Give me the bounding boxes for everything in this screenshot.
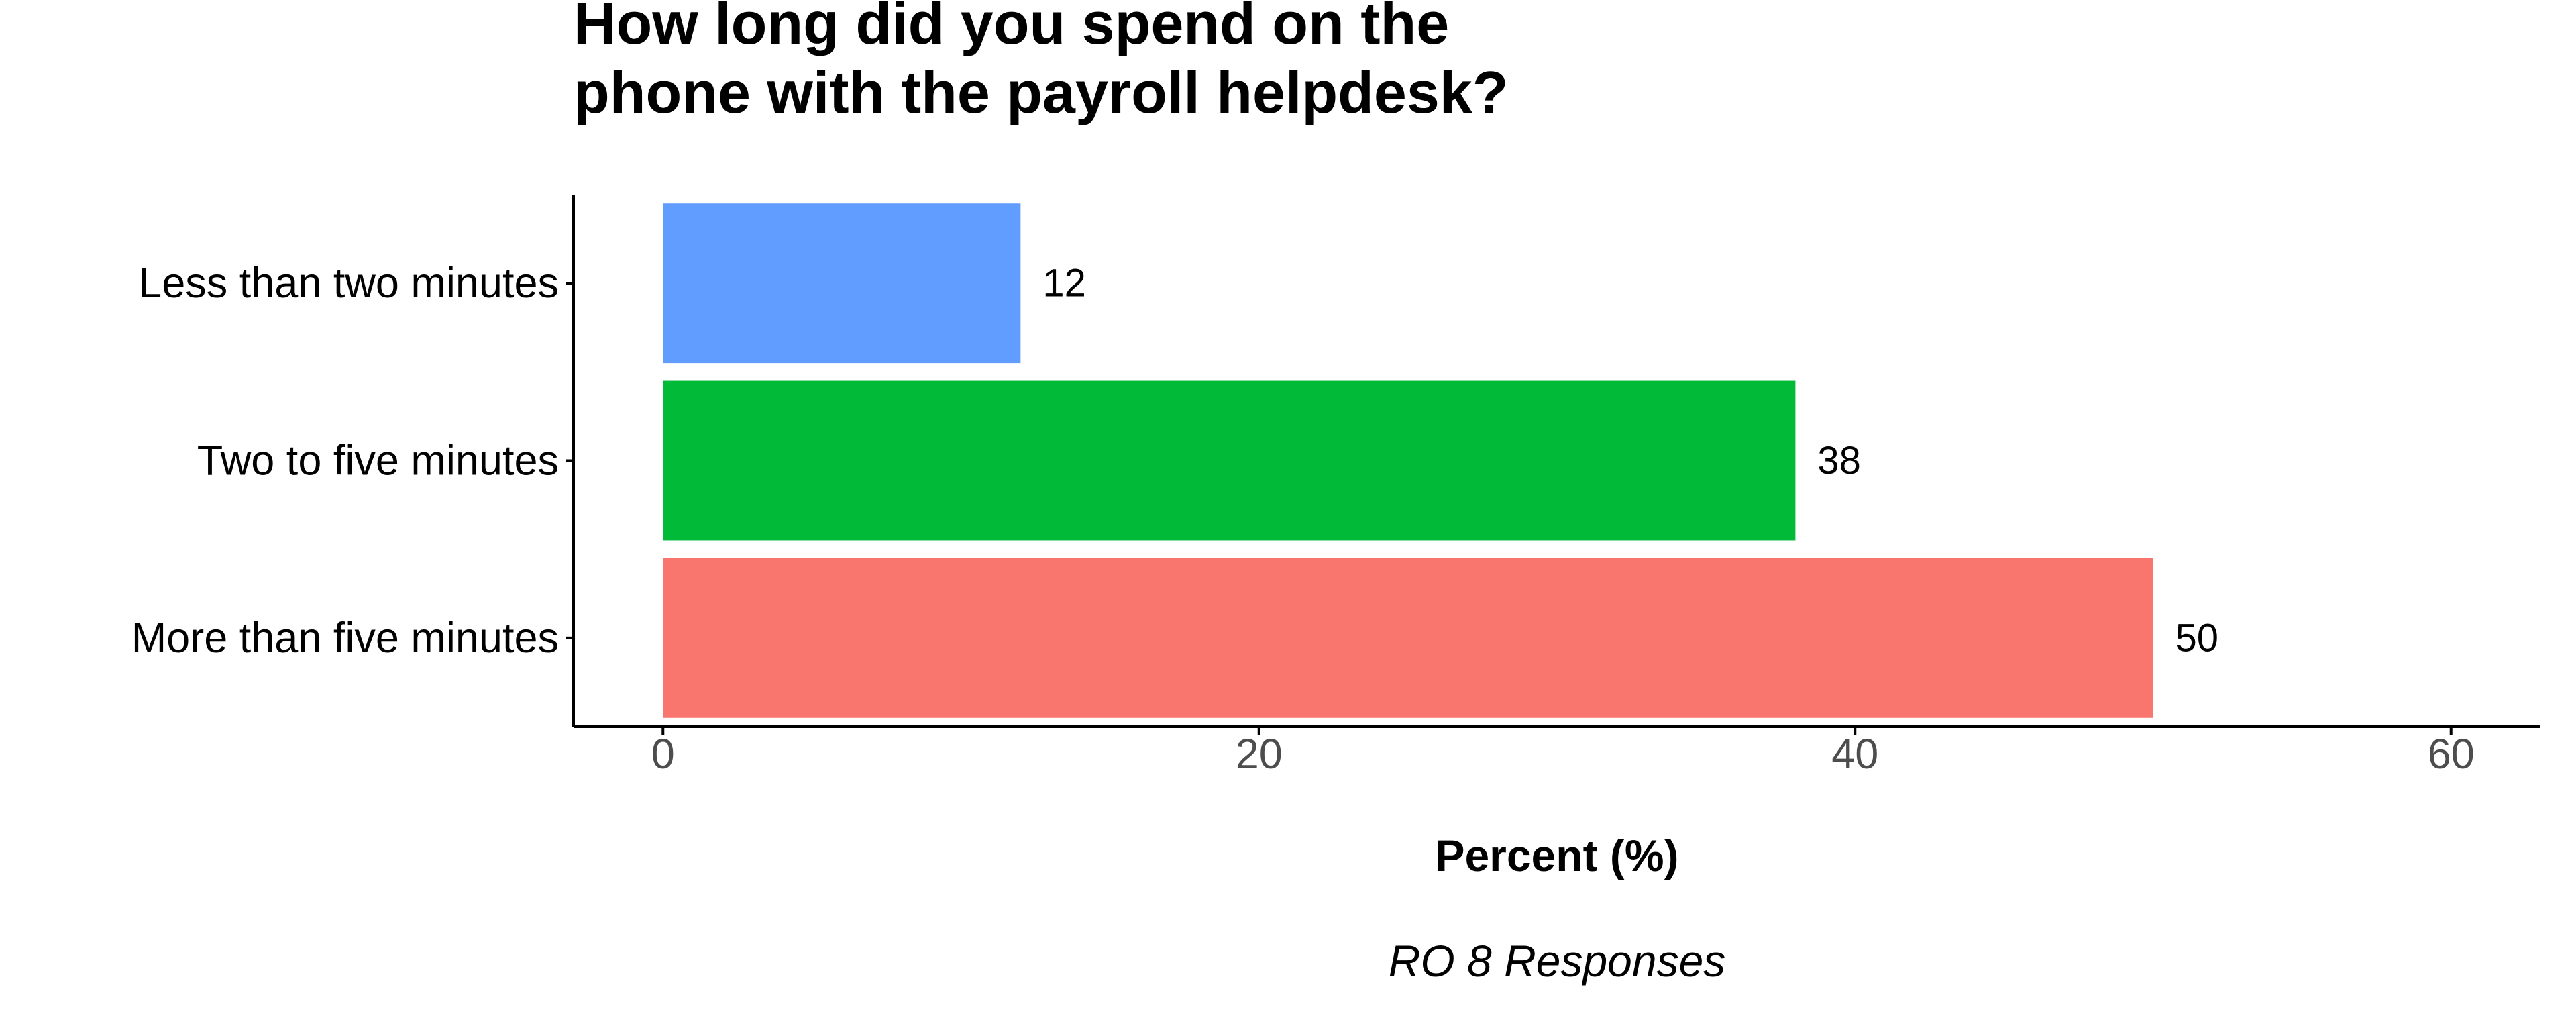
- category-label-1: Less than two minutes: [138, 260, 559, 307]
- chart-caption: RO 8 Responses: [1389, 936, 1726, 986]
- bar-value-label-2: 38: [1817, 439, 1861, 482]
- chart-title-line-2: phone with the payroll helpdesk?: [574, 59, 1508, 125]
- x-tick-label-2: 20: [1236, 731, 1283, 778]
- bar-value-label-1: 12: [1042, 262, 1086, 305]
- x-axis-title: Percent (%): [1435, 831, 1678, 880]
- bar-3: [663, 558, 2153, 718]
- bar-1: [663, 203, 1021, 364]
- x-tick-label-1: 0: [651, 731, 675, 778]
- chart-title: How long did you spend on the phone with…: [574, 0, 1508, 125]
- chart-title-line-1: How long did you spend on the: [574, 0, 1449, 56]
- category-label-2: Two to five minutes: [197, 437, 559, 484]
- bar-2: [663, 380, 1796, 541]
- x-tick-label-4: 60: [2428, 731, 2475, 778]
- x-axis-ticks: 0 20 40 60: [651, 727, 2475, 778]
- bars-layer: 12 Less than two minutes 38 Two to five min…: [131, 203, 2218, 718]
- x-tick-label-3: 40: [1831, 731, 1878, 778]
- bar-value-label-3: 50: [2175, 616, 2218, 660]
- category-label-3: More than five minutes: [131, 615, 559, 662]
